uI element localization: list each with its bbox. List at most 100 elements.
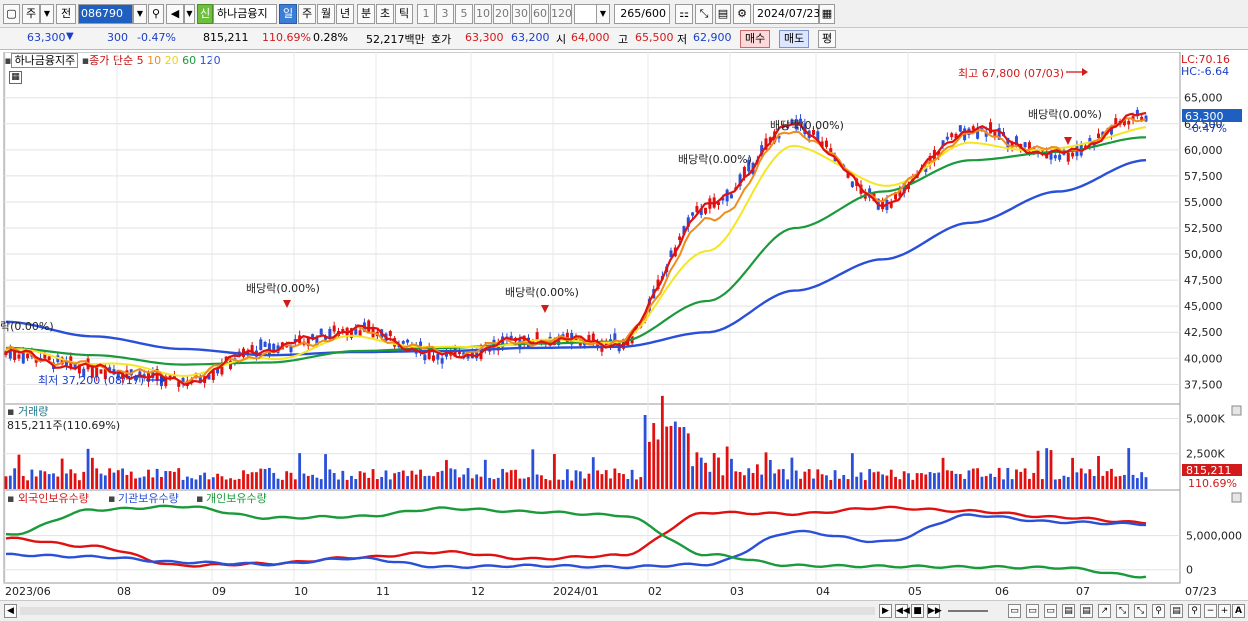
draw-icon-2[interactable]: ⤡ [1116, 604, 1129, 618]
stock-code-input[interactable]: 086790 [78, 4, 133, 24]
window-icon[interactable]: ▢ [3, 4, 20, 24]
zoom-slider[interactable] [948, 610, 988, 612]
table-icon[interactable]: ▦ [9, 71, 22, 84]
volume-value-text: 815,211주(110.69%) [7, 419, 120, 432]
volume-bar [604, 470, 608, 489]
code-dropdown-icon[interactable]: ▼ [133, 4, 147, 24]
period-second-tab[interactable]: 초 [376, 4, 394, 24]
chart-type-icon[interactable]: ⚏ [675, 4, 693, 24]
volume-bar [216, 473, 219, 489]
zoom-in-icon[interactable]: ⚲ [1188, 604, 1201, 618]
high-label: 고 [618, 33, 629, 46]
date-field[interactable]: 2024/07/23 [753, 4, 820, 24]
prev-button[interactable]: 전 [56, 4, 76, 24]
candle-body [997, 128, 1001, 140]
zoom-out-icon[interactable]: − [1204, 604, 1217, 618]
x-axis-label: 02 [648, 585, 662, 598]
chevron-down-icon[interactable]: ▼ [40, 4, 54, 24]
price-y-tick: 40,000 [1184, 352, 1223, 365]
volume-bar [246, 474, 250, 489]
scroll-left-button[interactable]: ◀ [4, 604, 17, 618]
interval-1[interactable]: 1 [417, 4, 435, 24]
candle-body [315, 337, 319, 346]
pane-title[interactable]: 하나금융지주 [11, 53, 79, 68]
forward-button[interactable]: ▶▶ [927, 604, 942, 618]
count-field[interactable]: 265/600 [614, 4, 670, 24]
volume-bar [1131, 474, 1135, 489]
volume-bar [95, 468, 99, 489]
stop-button[interactable]: ■ [911, 604, 924, 618]
scroll-right-button[interactable]: ▶ [879, 604, 892, 618]
period-minute-tab[interactable]: 분 [357, 4, 375, 24]
volume-bar [855, 476, 859, 489]
interval-5[interactable]: 5 [455, 4, 473, 24]
interval-60[interactable]: 60 [531, 4, 549, 24]
candle-body [1135, 109, 1139, 117]
volume-bar [945, 470, 949, 489]
draw-icon-4[interactable]: ⚲ [1152, 604, 1165, 618]
plus-icon[interactable]: + [1218, 604, 1231, 618]
layout-icon-4[interactable]: ▤ [1062, 604, 1075, 618]
interval-30[interactable]: 30 [512, 4, 530, 24]
draw-icon-1[interactable]: ↗ [1098, 604, 1111, 618]
volume-bar [1127, 448, 1131, 489]
candle-body [950, 133, 954, 138]
volume-bar [1140, 472, 1144, 489]
layout-icon-2[interactable]: ▭ [1026, 604, 1039, 618]
interval-20[interactable]: 20 [493, 4, 511, 24]
volume-bar [1071, 457, 1074, 489]
candle-body [742, 167, 746, 178]
holding-pane-close-icon[interactable] [1231, 492, 1242, 503]
candle-body [470, 349, 474, 359]
candle-body [457, 350, 461, 355]
interval-10[interactable]: 10 [474, 4, 492, 24]
search-icon[interactable]: ⚲ [148, 4, 164, 24]
volume-bar [34, 476, 38, 489]
even-button[interactable]: 평 [818, 30, 837, 48]
layout-icon-1[interactable]: ▭ [1008, 604, 1021, 618]
candle-body [90, 366, 94, 378]
rewind-button[interactable]: ◀◀ [895, 604, 910, 618]
volume-bar [639, 477, 643, 489]
font-size-icon[interactable]: A [1232, 604, 1245, 618]
save-icon[interactable]: ▤ [715, 4, 731, 24]
scroll-track[interactable] [20, 607, 875, 615]
period-tick-tab[interactable]: 틱 [395, 4, 413, 24]
low-price: 62,900 [693, 31, 732, 44]
speaker-dropdown-icon[interactable]: ▼ [184, 4, 195, 24]
volume-pane-close-icon[interactable] [1231, 405, 1242, 416]
settings-gear-icon[interactable]: ⚙ [733, 4, 751, 24]
interval-dropdown-icon[interactable]: ▼ [596, 4, 610, 24]
draw-tool-icon[interactable]: ⤡ [695, 4, 713, 24]
price-y-tick: 60,000 [1184, 144, 1223, 157]
layout-icon-3[interactable]: ▭ [1044, 604, 1057, 618]
period-day-tab[interactable]: 일 [279, 4, 297, 24]
interval-3[interactable]: 3 [436, 4, 454, 24]
stock-name-field[interactable]: 하나금융지 [213, 4, 277, 24]
volume-bar [488, 477, 492, 489]
draw-icon-3[interactable]: ⤡ [1134, 604, 1147, 618]
candle-body [984, 131, 988, 137]
volume-bar [1101, 475, 1105, 489]
volume-bar [90, 457, 94, 489]
volume-bar [915, 473, 919, 489]
speaker-icon[interactable]: ◀ [166, 4, 184, 24]
x-axis-label: 03 [730, 585, 744, 598]
tab-main-button[interactable]: 주 [22, 4, 40, 24]
volume-bar [298, 453, 302, 489]
volume-bar [881, 474, 884, 489]
layout-icon-5[interactable]: ▤ [1080, 604, 1093, 618]
period-month-tab[interactable]: 월 [317, 4, 335, 24]
sell-button[interactable]: 매도 [779, 30, 810, 48]
calendar-icon[interactable]: ▦ [819, 4, 835, 24]
interval-120[interactable]: 120 [550, 4, 572, 24]
buy-button[interactable]: 매수 [740, 30, 771, 48]
period-week-tab[interactable]: 주 [298, 4, 316, 24]
volume-bar [203, 472, 207, 489]
period-year-tab[interactable]: 년 [336, 4, 354, 24]
save-icon-bottom[interactable]: ▤ [1170, 604, 1183, 618]
volume-bar [492, 479, 496, 489]
volume-bar [1028, 478, 1031, 489]
price-change: 300 [107, 31, 128, 44]
volume-bar [285, 471, 289, 489]
